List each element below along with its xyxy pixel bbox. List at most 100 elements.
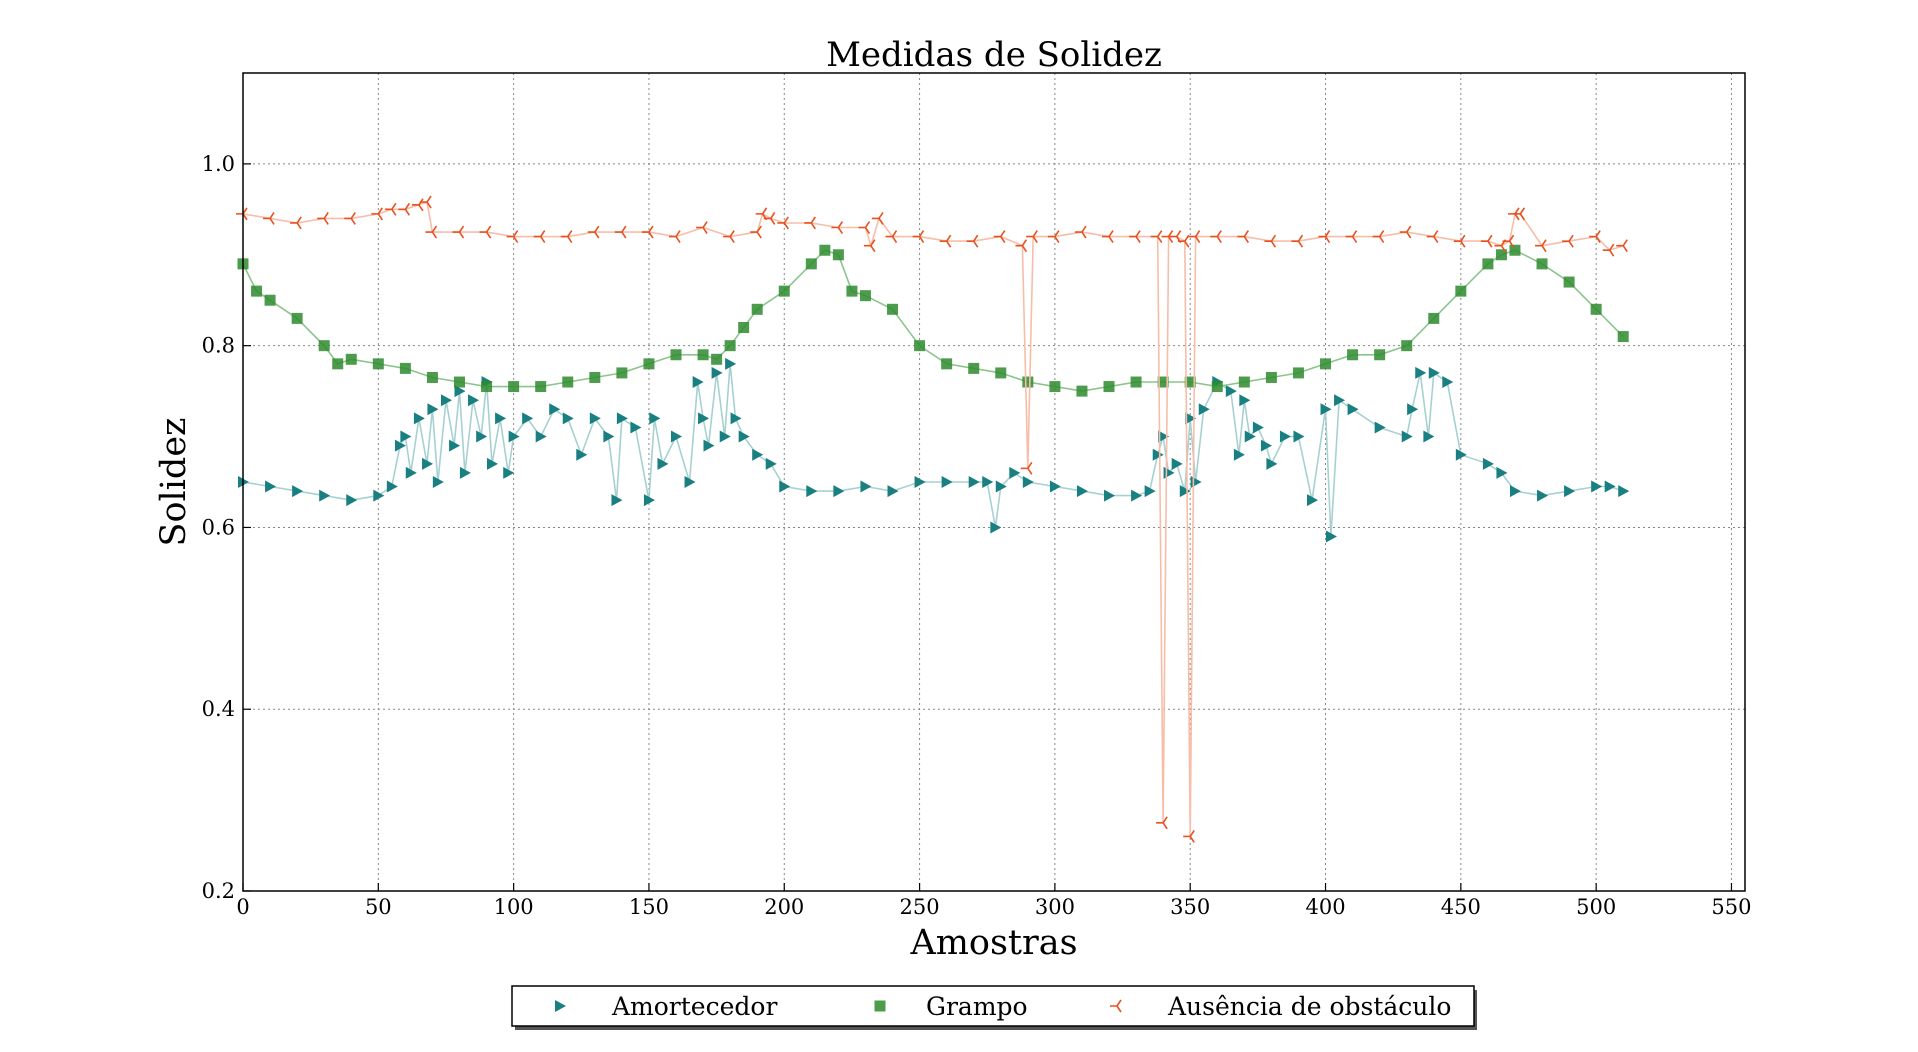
data-point bbox=[1374, 349, 1386, 361]
data-point bbox=[1482, 457, 1494, 470]
data-point bbox=[649, 412, 661, 425]
data-point bbox=[616, 367, 628, 379]
x-tick-label: 200 bbox=[764, 895, 804, 919]
data-point bbox=[1537, 489, 1549, 502]
data-point bbox=[1237, 230, 1249, 244]
data-point bbox=[939, 234, 952, 248]
data-point bbox=[730, 412, 742, 425]
data-point bbox=[995, 367, 1007, 379]
data-point bbox=[1318, 230, 1331, 244]
series-line bbox=[242, 201, 1624, 837]
data-point bbox=[1480, 234, 1493, 248]
data-point bbox=[982, 476, 994, 488]
x-tick-label: 250 bbox=[900, 895, 940, 919]
x-tick-label: 350 bbox=[1170, 895, 1210, 919]
data-point bbox=[413, 412, 425, 425]
data-point bbox=[449, 439, 461, 452]
data-point bbox=[454, 385, 466, 398]
data-point bbox=[643, 494, 655, 507]
data-point bbox=[589, 412, 601, 425]
data-point bbox=[1428, 312, 1440, 324]
legend-items: Amortecedor Grampo Ausência de obstáculo bbox=[555, 992, 1451, 1021]
data-point bbox=[432, 476, 444, 488]
data-point bbox=[345, 353, 357, 365]
data-point bbox=[1244, 430, 1256, 443]
data-point bbox=[1589, 230, 1601, 244]
data-point bbox=[1198, 403, 1210, 416]
data-point bbox=[371, 207, 383, 221]
data-point bbox=[616, 412, 628, 425]
data-point bbox=[990, 521, 1002, 534]
data-point bbox=[1292, 367, 1304, 379]
data-point bbox=[1279, 430, 1291, 443]
data-point bbox=[1260, 439, 1272, 452]
ticks: 0 50 100 150 200 250 300 350 400 450 500 550 0.2 0.4 0… bbox=[202, 152, 1752, 919]
data-point bbox=[1188, 230, 1201, 244]
data-point bbox=[454, 376, 466, 388]
data-point bbox=[703, 439, 715, 452]
data-point bbox=[427, 403, 439, 416]
series-3 bbox=[236, 195, 1628, 843]
data-point bbox=[508, 430, 520, 443]
data-point bbox=[603, 430, 615, 443]
data-point bbox=[778, 285, 790, 297]
data-point bbox=[1618, 485, 1630, 498]
data-point bbox=[1345, 230, 1358, 244]
data-point bbox=[522, 412, 534, 425]
data-point bbox=[1401, 430, 1413, 443]
data-point bbox=[643, 358, 655, 370]
data-point bbox=[1022, 376, 1034, 388]
data-point bbox=[750, 225, 762, 239]
data-point bbox=[763, 211, 776, 225]
data-point bbox=[1513, 207, 1526, 221]
data-point bbox=[317, 211, 329, 225]
legend-box bbox=[511, 985, 1475, 1027]
data-point bbox=[332, 358, 344, 370]
data-point bbox=[1604, 480, 1616, 493]
data-point bbox=[1074, 225, 1087, 239]
data-point bbox=[1291, 234, 1304, 248]
data-point bbox=[386, 480, 398, 493]
data-point bbox=[1161, 230, 1174, 244]
data-point bbox=[711, 353, 723, 365]
data-point bbox=[587, 225, 600, 239]
data-point bbox=[863, 239, 876, 253]
data-point bbox=[481, 381, 493, 393]
series-1 bbox=[238, 357, 1630, 543]
data-point bbox=[1185, 412, 1197, 425]
data-point bbox=[858, 221, 871, 234]
data-point bbox=[912, 230, 925, 244]
data-point bbox=[533, 230, 546, 244]
data-point bbox=[1252, 421, 1264, 434]
legend: Amortecedor Grampo Ausência de obstáculo bbox=[511, 985, 1477, 1030]
legend-marker bbox=[555, 1000, 566, 1012]
data-point bbox=[711, 366, 723, 379]
data-point bbox=[476, 430, 488, 443]
data-point bbox=[452, 225, 465, 239]
data-point bbox=[495, 412, 507, 425]
legend-label: Amortecedor bbox=[611, 992, 777, 1021]
x-tick-label: 550 bbox=[1711, 895, 1751, 919]
data-point bbox=[887, 485, 899, 498]
data-point bbox=[641, 225, 654, 239]
data-point bbox=[372, 358, 384, 370]
data-point bbox=[479, 225, 492, 239]
data-point bbox=[1104, 489, 1116, 502]
data-point bbox=[1026, 230, 1038, 244]
chart-title: Medidas de Solidez bbox=[826, 35, 1162, 75]
data-point bbox=[1563, 276, 1575, 288]
data-point bbox=[589, 371, 601, 383]
data-point bbox=[1225, 385, 1237, 398]
data-point bbox=[719, 430, 731, 443]
data-point bbox=[1325, 530, 1337, 543]
data-point bbox=[1144, 485, 1156, 498]
data-point bbox=[265, 480, 277, 493]
data-point bbox=[1442, 376, 1454, 389]
data-point bbox=[1183, 830, 1195, 843]
data-point bbox=[486, 457, 498, 470]
data-point bbox=[1184, 376, 1196, 388]
data-point bbox=[1401, 340, 1413, 352]
data-point bbox=[508, 381, 520, 393]
data-point bbox=[1020, 461, 1033, 475]
data-point bbox=[535, 430, 547, 443]
